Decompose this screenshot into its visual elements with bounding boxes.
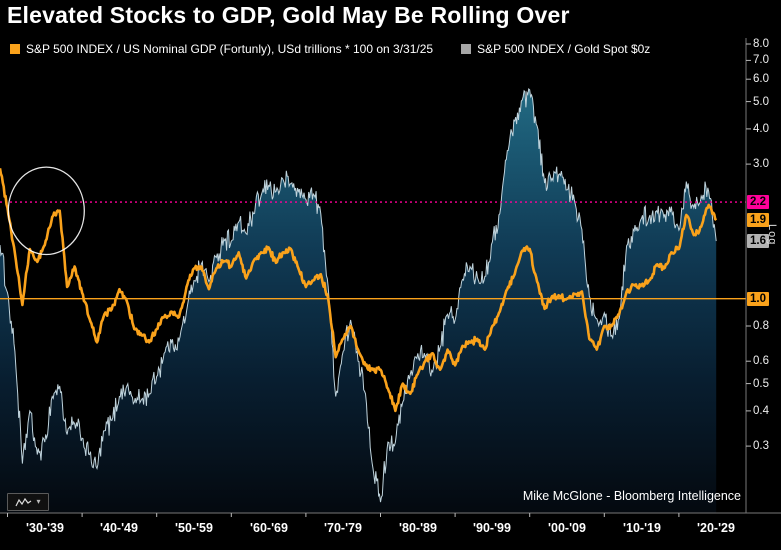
legend: S&P 500 INDEX / US Nominal GDP (Fortunly… [10,42,650,56]
caret-down-icon: ▾ [36,497,41,506]
page-title: Elevated Stocks to GDP, Gold May Be Roll… [7,2,570,28]
credit-text: Mike McGlone - Bloomberg Intelligence [522,489,741,503]
legend-item-sp500-gdp[interactable]: S&P 500 INDEX / US Nominal GDP (Fortunly… [10,42,433,56]
gray-series-swatch-icon [461,44,472,54]
chart-type-button[interactable]: ▾ [7,493,49,511]
line-chart-icon [15,497,32,506]
legend-label-sp500-gold: S&P 500 INDEX / Gold Spot $0z [477,42,651,56]
legend-label-sp500-gdp: S&P 500 INDEX / US Nominal GDP (Fortunly… [26,42,434,56]
legend-item-sp500-gold[interactable]: S&P 500 INDEX / Gold Spot $0z [461,42,650,56]
orange-series-swatch-icon [10,44,20,54]
log-scale-label: Log [766,224,778,246]
